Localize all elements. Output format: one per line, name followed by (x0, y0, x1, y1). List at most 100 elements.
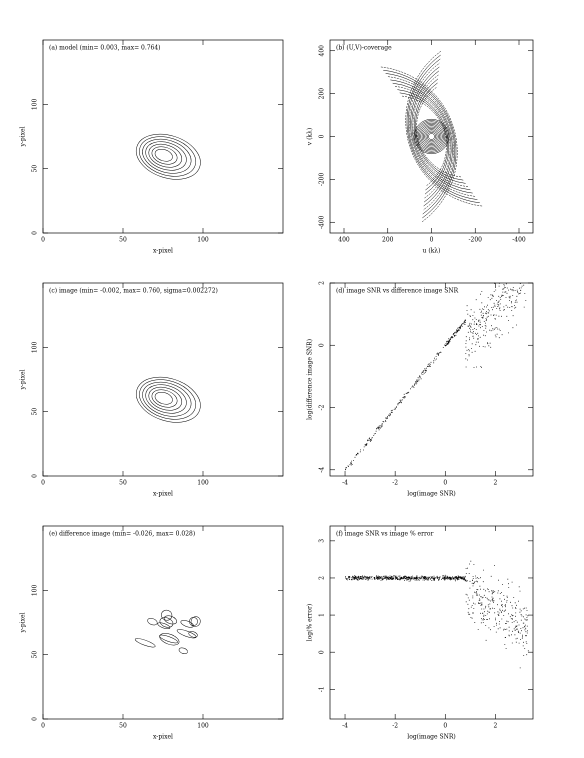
contour (154, 391, 173, 405)
contour (151, 146, 178, 165)
panel: (e) difference image (min= -0.026, max= … (20, 525, 284, 741)
contour (139, 136, 196, 177)
uv-track (380, 66, 458, 223)
y-tick-label: -1 (319, 686, 326, 692)
contour (134, 638, 156, 648)
uv-track (406, 54, 480, 204)
uv-track (417, 122, 446, 151)
x-tick-label: 50 (119, 480, 127, 487)
uv-track (405, 50, 483, 207)
panel-frame (329, 282, 534, 477)
uv-track (409, 62, 476, 197)
contour (157, 622, 171, 630)
scatter-points (345, 560, 529, 669)
panel-frame (42, 282, 284, 477)
x-tick-label: 100 (197, 237, 209, 244)
contour (178, 647, 188, 655)
panel: (f) image SNR vs image % error log(image … (307, 525, 534, 741)
uv-track (416, 121, 447, 152)
y-tick-label: -4 (319, 467, 326, 473)
x-tick-label: -400 (512, 237, 526, 244)
panel: (c) image (min= -0.002, max= 0.760, sigm… (20, 282, 284, 498)
y-tick-label: 100 (32, 584, 39, 596)
x-tick-label: 100 (197, 480, 209, 487)
panel: (d) image SNR vs difference image SNR log… (307, 281, 534, 498)
uv-track (426, 131, 437, 142)
y-tick-label: 0 (319, 343, 326, 347)
panel-frame (329, 39, 534, 234)
x-tick-label: -2 (392, 480, 398, 487)
x-tick-label: -200 (469, 237, 483, 244)
uv-track (419, 124, 444, 149)
y-tick-label: 100 (32, 341, 39, 353)
contour (159, 633, 180, 646)
x-tick-label: 400 (338, 237, 350, 244)
panel: (a) model (min= 0.003, max= 0.764) x-pixe… (20, 39, 284, 255)
y-axis-label: y-pixel (20, 369, 27, 390)
x-tick-label: 0 (41, 723, 45, 730)
y-tick-label: 1 (319, 613, 326, 617)
contour (180, 620, 194, 628)
y-tick-label: -400 (319, 215, 326, 229)
panel-title: (f) image SNR vs image % error (336, 531, 433, 538)
y-axis-label: log(% error) (307, 604, 314, 641)
x-axis-label: x-pixel (153, 491, 173, 498)
contour (159, 617, 174, 628)
contour (142, 138, 192, 174)
y-tick-label: 200 (319, 88, 326, 100)
x-axis-label: u (kλ) (423, 248, 441, 255)
panel-title: (e) difference image (min= -0.026, max= … (49, 531, 195, 538)
contour (148, 386, 183, 411)
contour (136, 133, 201, 180)
uv-track (425, 130, 438, 143)
y-tick-label: 50 (32, 408, 39, 416)
y-tick-label: 3 (319, 539, 326, 543)
uv-track (407, 58, 478, 200)
y-tick-label: 400 (319, 45, 326, 57)
contour (190, 616, 201, 627)
y-tick-label: 0 (319, 650, 326, 654)
x-tick-label: 0 (443, 480, 447, 487)
x-tick-label: 2 (493, 480, 497, 487)
contour (154, 148, 173, 162)
x-tick-label: 0 (443, 723, 447, 730)
panel: (b) (U,V)-coverage u (kλ) v (kλ) 400 200 0 -20… (307, 39, 534, 255)
y-tick-label: 100 (32, 98, 39, 110)
x-axis-label: x-pixel (153, 248, 173, 255)
y-tick-label: -200 (319, 172, 326, 186)
uv-track (424, 129, 439, 144)
uv-track (415, 120, 448, 153)
uv-track (428, 133, 435, 140)
panel-title: (a) model (min= 0.003, max= 0.764) (49, 45, 161, 52)
uv-track (423, 128, 440, 145)
panel-frame (329, 525, 534, 720)
x-tick-label: -4 (342, 480, 348, 487)
x-tick-label: -4 (342, 723, 348, 730)
contour (145, 141, 187, 171)
panel-title: (c) image (min= -0.002, max= 0.760, sigm… (49, 288, 218, 295)
y-tick-label: 2 (319, 576, 326, 580)
contour (139, 379, 196, 420)
uv-track (402, 95, 447, 187)
y-tick-label: 0 (32, 231, 39, 235)
x-tick-label: 0 (41, 480, 45, 487)
uv-track (387, 76, 454, 211)
scatter-points (345, 282, 527, 471)
uv-track (415, 82, 464, 181)
uv-track (397, 89, 450, 195)
x-tick-label: 200 (382, 237, 394, 244)
y-tick-label: 0 (32, 474, 39, 478)
uv-track (416, 86, 461, 178)
y-tick-label: 50 (32, 165, 39, 173)
contour (151, 389, 178, 408)
y-axis-label: v (kλ) (307, 128, 314, 146)
y-tick-label: 0 (32, 717, 39, 721)
panel-frame (42, 525, 284, 720)
y-tick-label: 2 (319, 281, 326, 285)
panel-title: (d) image SNR vs difference image SNR (336, 288, 459, 295)
contour (188, 631, 198, 638)
x-axis-label: log(image SNR) (407, 491, 455, 498)
x-tick-label: 2 (493, 723, 497, 730)
uv-track (399, 92, 448, 191)
